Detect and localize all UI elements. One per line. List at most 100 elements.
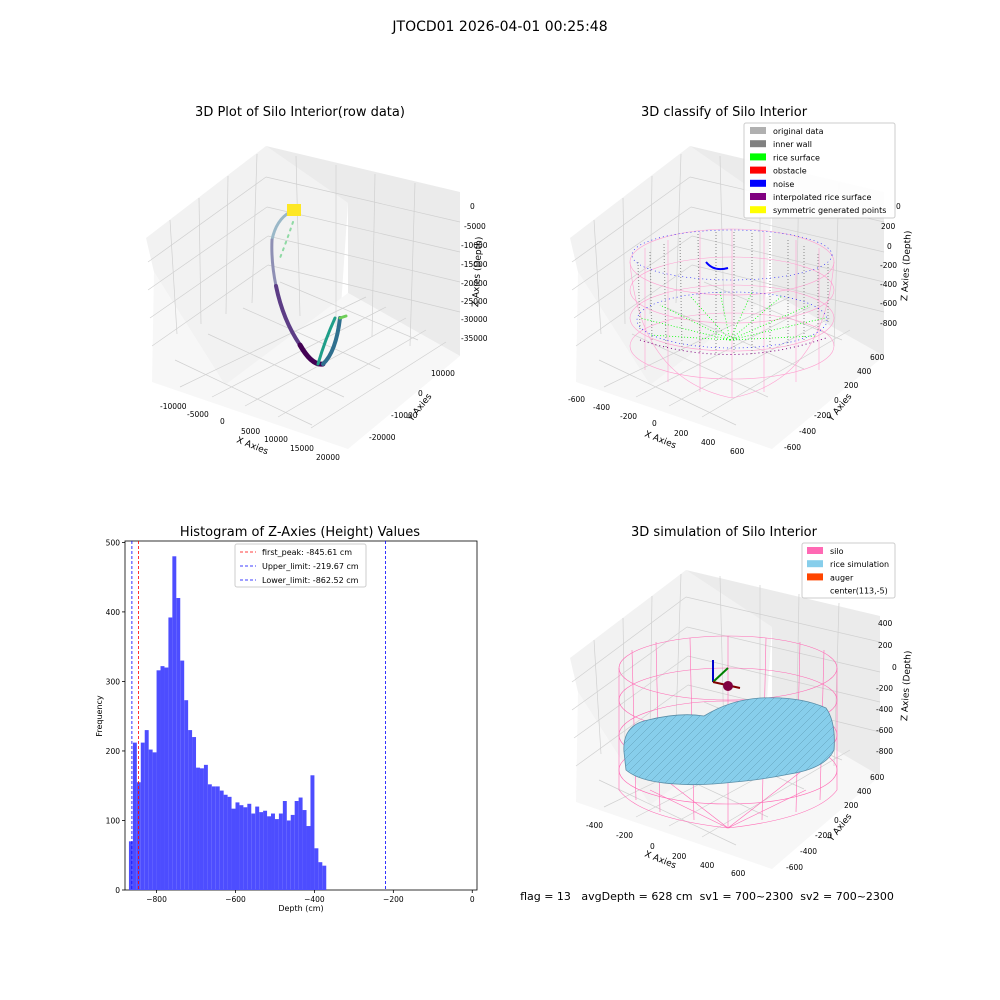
tick-label: 10000 bbox=[264, 435, 288, 444]
hist-bar bbox=[263, 810, 268, 890]
hist-bar bbox=[227, 796, 232, 890]
hist-bar bbox=[128, 841, 133, 890]
hist-bar bbox=[310, 775, 315, 890]
hist-bar bbox=[184, 700, 189, 890]
tick-label: 0 bbox=[834, 816, 839, 825]
hist-bar bbox=[239, 805, 244, 890]
panel-classify-3d: 3D classify of Silo Interior bbox=[568, 105, 914, 456]
hist-bar bbox=[251, 813, 256, 890]
hist-bar bbox=[282, 801, 287, 890]
hist-bar bbox=[215, 786, 220, 890]
hist-bar bbox=[231, 808, 236, 890]
tick-label: -800 bbox=[876, 747, 893, 756]
legend-label: inner wall bbox=[773, 140, 812, 149]
tick-label: -400 bbox=[800, 847, 817, 856]
hist-bar bbox=[148, 749, 153, 890]
hist-bar bbox=[192, 737, 197, 890]
legend-label: rice simulation bbox=[830, 560, 889, 569]
hist-bar bbox=[203, 764, 208, 890]
legend-label: center(113,-5) bbox=[830, 587, 888, 596]
axes-3d-box bbox=[570, 146, 885, 449]
tick-label: -5000 bbox=[187, 410, 209, 419]
hist-bar bbox=[219, 790, 224, 890]
tick-label: 600 bbox=[730, 447, 745, 456]
tick-label: -200 bbox=[880, 261, 897, 270]
tick-label: -400 bbox=[593, 403, 610, 412]
hist-bar bbox=[259, 812, 264, 890]
hist-bar bbox=[196, 767, 200, 890]
hist-bar bbox=[243, 807, 248, 890]
tick-label: -10000 bbox=[160, 402, 187, 411]
y-ticks: 0 100 200 300 400 500 bbox=[106, 538, 125, 895]
tick-label: 500 bbox=[106, 538, 121, 547]
tick-label: -30000 bbox=[461, 315, 488, 324]
tick-label: 200 bbox=[844, 381, 859, 390]
tick-label: 200 bbox=[878, 641, 893, 650]
tick-label: -5000 bbox=[464, 222, 486, 231]
hist-bar bbox=[318, 862, 323, 890]
x-axis-label: Depth (cm) bbox=[278, 904, 323, 913]
tick-label: -15000 bbox=[461, 260, 488, 269]
y-axis-label: Frequency bbox=[95, 695, 104, 737]
x-ticks: -10000 -5000 0 5000 10000 15000 20000 bbox=[160, 402, 340, 462]
figure-title: JTOCD01 2026-04-01 00:25:48 bbox=[391, 19, 607, 35]
legend-swatch bbox=[750, 166, 766, 174]
legend-swatch bbox=[750, 140, 766, 148]
x-ticks: -600 -400 -200 0 200 400 600 bbox=[568, 395, 745, 456]
tick-label: -10000 bbox=[461, 241, 488, 250]
hist-bar bbox=[188, 730, 193, 890]
tick-label: 600 bbox=[731, 869, 746, 878]
silo-wireframe bbox=[629, 228, 835, 399]
hist-bar bbox=[290, 814, 295, 890]
tick-label: 600 bbox=[870, 773, 885, 782]
auger-marker bbox=[712, 660, 741, 691]
z-axis-label: Z Axies (Depth) bbox=[900, 650, 914, 721]
legend-label: auger bbox=[830, 573, 854, 582]
tick-label: 200 bbox=[106, 747, 121, 756]
tick-label: 5000 bbox=[241, 427, 260, 436]
tick-label: 20000 bbox=[316, 453, 340, 462]
tick-label: 0 bbox=[896, 202, 901, 211]
tick-label: 300 bbox=[106, 677, 121, 686]
x-ticks: −800 −600 −400 −200 0 bbox=[146, 890, 475, 904]
tick-label: 200 bbox=[674, 429, 689, 438]
tick-label: 0 bbox=[887, 242, 892, 251]
legend-label: original data bbox=[773, 127, 824, 136]
inner-wall-points bbox=[637, 232, 829, 355]
tick-label: -600 bbox=[880, 299, 897, 308]
panel-title: 3D simulation of Silo Interior bbox=[631, 525, 818, 540]
tick-label: -800 bbox=[880, 319, 897, 328]
tick-label: 100 bbox=[106, 816, 121, 825]
panel-title: Histogram of Z-Axies (Height) Values bbox=[180, 525, 420, 540]
tick-label: -200 bbox=[815, 831, 832, 840]
hist-bar bbox=[298, 797, 303, 890]
noise-points bbox=[631, 229, 833, 349]
panel-raw-3d: 3D Plot of Silo Interior(row data) bbox=[146, 105, 488, 462]
legend-label: symmetric generated points bbox=[773, 206, 886, 215]
legend-swatch bbox=[750, 206, 766, 214]
tick-label: 200 bbox=[844, 801, 859, 810]
tick-label: 0 bbox=[418, 389, 423, 398]
tick-label: 400 bbox=[857, 367, 872, 376]
legend-label: noise bbox=[773, 180, 794, 189]
hist-bar bbox=[223, 794, 228, 890]
tick-label: -10000 bbox=[391, 411, 418, 420]
tick-label: -20000 bbox=[369, 433, 396, 442]
tick-label: 0 bbox=[834, 396, 839, 405]
hist-bar bbox=[140, 742, 145, 890]
legend: silo rice simulation auger center(113,-5) bbox=[801, 542, 896, 599]
legend-swatch bbox=[807, 547, 823, 554]
tick-label: -600 bbox=[568, 395, 585, 404]
tick-label: -400 bbox=[586, 821, 603, 830]
hist-bar bbox=[164, 667, 169, 890]
tick-label: 400 bbox=[700, 861, 715, 870]
hist-bar bbox=[294, 801, 299, 890]
legend-label: Lower_limit: -862.52 cm bbox=[262, 576, 359, 585]
tick-label: 10000 bbox=[431, 369, 455, 378]
panel-simulation-3d: 3D simulation of Silo Interior bbox=[570, 525, 914, 878]
z-axis-label: Z Axies (Depth) bbox=[900, 230, 914, 301]
tick-label: −400 bbox=[304, 895, 325, 904]
legend-label: silo bbox=[830, 547, 844, 556]
x-axis-label: X Axies bbox=[643, 430, 678, 452]
hist-bar bbox=[302, 810, 307, 890]
